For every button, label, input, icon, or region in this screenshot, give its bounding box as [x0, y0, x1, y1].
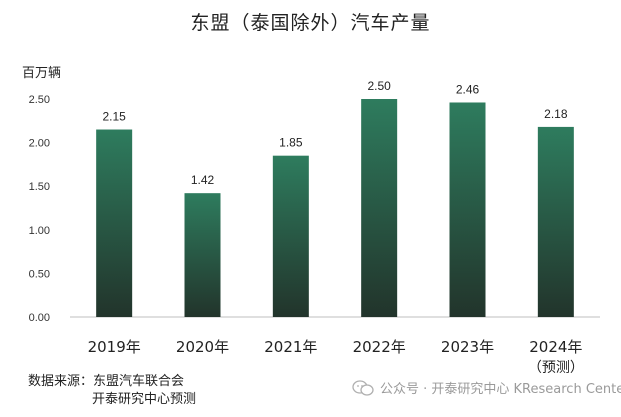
source-line-2: 开泰研究中心预测 [92, 392, 197, 407]
x-tick-label: 2019年 [88, 338, 141, 356]
x-tick-label: 2021年 [264, 338, 317, 356]
chart-title: 东盟（泰国除外）汽车产量 [190, 12, 431, 34]
x-tick-note: （预测） [528, 360, 584, 376]
bar-value-label: 1.85 [279, 136, 303, 150]
data-source-note: 数据来源：东盟汽车联合会 开泰研究中心预测 [28, 373, 196, 409]
bars-group: 2.15 1.42 1.85 2.50 2.46 2.18 [96, 79, 574, 318]
x-axis: 2019年 2020年 2021年 2022年 2023年 2024年 （预测） [88, 338, 584, 376]
y-tick-label: 1.50 [29, 181, 50, 193]
bar [361, 99, 398, 317]
y-tick-label: 2.00 [29, 138, 50, 150]
y-tick-label: 2.50 [29, 94, 50, 106]
y-axis-unit-label: 百万辆 [22, 66, 62, 81]
bar-value-label: 2.46 [456, 82, 480, 96]
y-tick-label: 0.50 [29, 268, 50, 280]
bar [449, 102, 486, 317]
bar [96, 129, 133, 317]
bar-value-label: 2.15 [102, 110, 126, 124]
x-tick-label: 2022年 [353, 338, 406, 356]
watermark: 公众号 · 开泰研究中心 KResearch Center [352, 378, 621, 397]
bar [184, 193, 221, 317]
bar-value-label: 1.42 [191, 173, 215, 187]
watermark-text: 公众号 · 开泰研究中心 KResearch Center [380, 382, 621, 397]
x-tick-label: 2020年 [176, 338, 229, 356]
x-tick-label: 2024年 [529, 338, 582, 356]
bar-value-label: 2.18 [544, 107, 568, 121]
y-tick-label: 1.00 [29, 225, 50, 237]
bar-value-label: 2.50 [367, 79, 391, 93]
bar [537, 126, 574, 318]
wechat-icon [352, 379, 374, 396]
x-tick-label: 2023年 [441, 338, 494, 356]
y-tick-label: 0.00 [29, 312, 50, 324]
source-line-1: 数据来源：东盟汽车联合会 [28, 374, 185, 389]
y-axis: 0.00 0.50 1.00 1.50 2.00 2.50 [29, 94, 600, 324]
bar [272, 155, 309, 317]
